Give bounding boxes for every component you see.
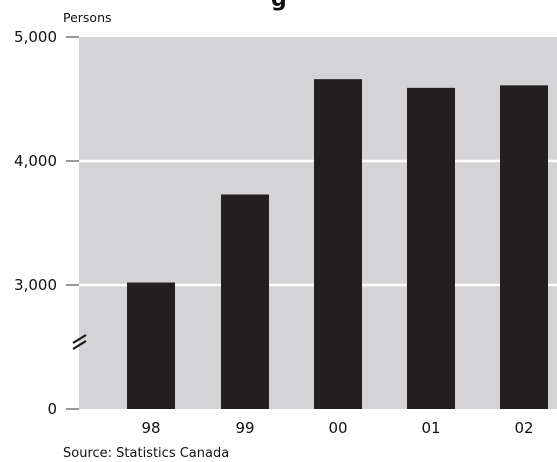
x-tick-label-01: 01 xyxy=(421,419,440,437)
y-axis-unit-label: Persons xyxy=(63,10,112,25)
y-tick-label-3000: 3,000 xyxy=(14,276,57,294)
chart-title-fragment: g xyxy=(271,0,287,12)
y-tick-label-4000: 4,000 xyxy=(14,152,57,170)
x-tick-label-98: 98 xyxy=(141,419,160,437)
bar-98 xyxy=(127,282,175,409)
x-tick-label-99: 99 xyxy=(235,419,254,437)
y-tick-label-0: 0 xyxy=(47,400,57,418)
x-tick-label-02: 02 xyxy=(514,419,533,437)
bar-01 xyxy=(407,87,455,409)
bar-99 xyxy=(221,194,269,409)
source-note: Source: Statistics Canada xyxy=(63,446,229,461)
y-tick-label-5000: 5,000 xyxy=(14,28,57,46)
bar-02 xyxy=(500,85,548,410)
axis-break-icon xyxy=(72,334,87,350)
bar-00 xyxy=(314,79,362,409)
x-tick-label-00: 00 xyxy=(328,419,347,437)
